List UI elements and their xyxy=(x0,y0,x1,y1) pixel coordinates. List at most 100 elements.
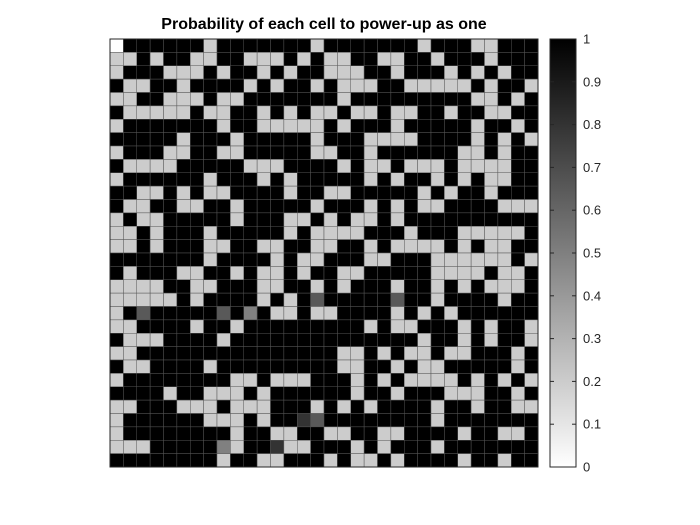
heatmap-cell xyxy=(457,453,472,468)
heatmap-cell xyxy=(511,239,525,254)
heatmap-cell xyxy=(270,333,285,347)
heatmap-cell xyxy=(230,359,244,374)
heatmap-cell xyxy=(404,119,418,133)
heatmap-cell xyxy=(444,185,458,200)
heatmap-cell xyxy=(297,426,311,441)
heatmap-cell xyxy=(323,92,338,107)
colorbar-tick-label: 0.1 xyxy=(583,417,601,432)
heatmap-cell xyxy=(497,132,512,147)
heatmap-cell xyxy=(417,252,432,267)
heatmap-cell xyxy=(310,426,325,441)
heatmap-cell xyxy=(256,52,271,66)
heatmap-cell xyxy=(484,52,499,66)
heatmap-cell xyxy=(256,145,271,160)
heatmap-cell xyxy=(123,359,137,374)
heatmap-cell xyxy=(350,292,365,307)
heatmap-cell xyxy=(323,38,338,53)
heatmap-cell xyxy=(484,92,499,107)
heatmap-cell xyxy=(430,319,445,334)
heatmap-cell xyxy=(350,172,365,187)
heatmap-cell xyxy=(270,132,285,147)
heatmap-cell xyxy=(363,78,378,93)
heatmap-cell xyxy=(109,279,124,294)
heatmap-cell xyxy=(136,386,151,401)
heatmap-cell xyxy=(270,185,285,200)
heatmap-cell xyxy=(149,172,164,187)
heatmap-cell xyxy=(404,426,418,441)
heatmap-cell xyxy=(417,199,432,214)
heatmap-cell xyxy=(457,132,472,147)
heatmap-cell xyxy=(524,212,539,227)
heatmap-cell xyxy=(149,78,164,93)
heatmap-cell xyxy=(524,172,539,187)
heatmap-cell xyxy=(203,38,218,53)
heatmap-cell xyxy=(230,426,244,441)
heatmap-cell xyxy=(363,319,378,334)
heatmap-cell xyxy=(524,426,539,441)
heatmap-cell xyxy=(283,226,298,240)
heatmap-cell xyxy=(109,159,124,173)
heatmap-cell xyxy=(497,373,512,387)
heatmap-cell xyxy=(256,333,271,347)
heatmap-cell xyxy=(203,346,218,361)
heatmap-cell xyxy=(256,346,271,361)
heatmap-cell xyxy=(470,172,485,187)
heatmap-cell xyxy=(524,38,539,53)
heatmap-cell xyxy=(323,413,338,428)
heatmap-cell xyxy=(390,413,405,428)
heatmap-cell xyxy=(123,65,137,80)
heatmap-cell xyxy=(377,413,392,428)
heatmap-cell xyxy=(136,426,151,441)
heatmap-cell xyxy=(256,306,271,321)
heatmap-cell xyxy=(283,52,298,66)
heatmap-cell xyxy=(390,145,405,160)
heatmap-cell xyxy=(511,159,525,173)
heatmap-cell xyxy=(404,319,418,334)
heatmap-cell xyxy=(484,185,499,200)
heatmap-cell xyxy=(163,359,178,374)
heatmap-cell xyxy=(109,266,124,280)
heatmap-cell xyxy=(417,65,432,80)
heatmap-cell xyxy=(497,279,512,294)
heatmap-cell xyxy=(337,279,351,294)
heatmap-cell xyxy=(404,453,418,468)
heatmap-cell xyxy=(323,359,338,374)
heatmap-cell xyxy=(123,119,137,133)
heatmap-cell xyxy=(270,453,285,468)
heatmap-cell xyxy=(230,185,244,200)
heatmap-cell xyxy=(524,78,539,93)
colorbar-tick-label: 0.7 xyxy=(583,160,601,175)
heatmap-cell xyxy=(337,239,351,254)
heatmap-cell xyxy=(323,132,338,147)
heatmap-cell xyxy=(524,359,539,374)
heatmap-cell xyxy=(377,226,392,240)
heatmap-cell xyxy=(297,172,311,187)
heatmap-cell xyxy=(497,319,512,334)
heatmap-cell xyxy=(337,386,351,401)
heatmap-cell xyxy=(310,159,325,173)
heatmap-cell xyxy=(377,373,392,387)
heatmap-cell xyxy=(203,399,218,414)
heatmap-cell xyxy=(243,292,258,307)
chart-title: Probability of each cell to power-up as … xyxy=(161,16,486,33)
heatmap-cell xyxy=(524,292,539,307)
heatmap-cell xyxy=(216,119,231,133)
heatmap-cell xyxy=(377,185,392,200)
heatmap-cell xyxy=(350,266,365,280)
heatmap-cell xyxy=(190,413,204,428)
heatmap-cell xyxy=(230,333,244,347)
heatmap-cell xyxy=(123,279,137,294)
heatmap-cell xyxy=(109,413,124,428)
heatmap-cell xyxy=(484,319,499,334)
heatmap-cell xyxy=(377,159,392,173)
heatmap-cell xyxy=(524,52,539,66)
heatmap-cell xyxy=(444,199,458,214)
heatmap-cell xyxy=(230,78,244,93)
heatmap-cell xyxy=(149,226,164,240)
heatmap-cell xyxy=(404,399,418,414)
heatmap-cell xyxy=(310,306,325,321)
heatmap-cell xyxy=(417,119,432,133)
heatmap-cell xyxy=(283,292,298,307)
heatmap-cell xyxy=(390,78,405,93)
heatmap-cell xyxy=(163,105,178,120)
